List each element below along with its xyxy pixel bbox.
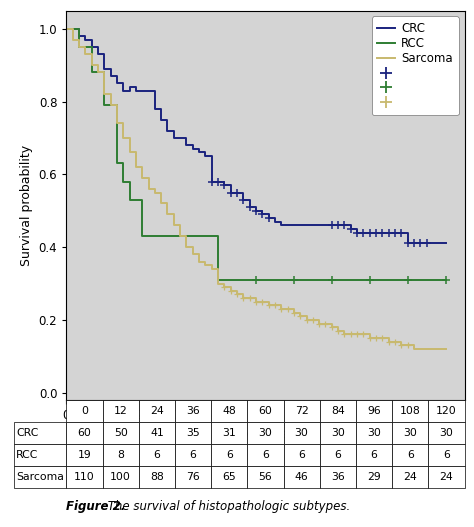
Point — [391, 228, 399, 237]
Point — [271, 301, 279, 309]
Point — [277, 305, 285, 313]
Point — [379, 228, 386, 237]
Point — [227, 287, 235, 295]
Point — [303, 316, 310, 324]
Point — [417, 239, 424, 248]
Point — [214, 178, 222, 186]
Point — [284, 305, 292, 313]
Point — [296, 312, 304, 320]
Point — [208, 178, 216, 186]
Point — [404, 239, 411, 248]
Point — [328, 221, 336, 230]
Point — [220, 283, 228, 291]
Point — [366, 276, 374, 284]
Point — [353, 330, 361, 339]
Point — [233, 290, 241, 299]
Point — [265, 214, 273, 222]
Point — [442, 276, 449, 284]
Point — [290, 276, 298, 284]
Point — [347, 225, 355, 233]
Point — [347, 330, 355, 339]
Point — [227, 188, 235, 197]
Point — [252, 276, 260, 284]
Point — [353, 228, 361, 237]
Point — [246, 294, 254, 302]
Point — [385, 228, 392, 237]
Point — [366, 334, 374, 343]
Point — [322, 319, 329, 328]
Point — [404, 276, 411, 284]
Text: The survival of histopathologic subtypes.: The survival of histopathologic subtypes… — [104, 500, 350, 513]
Point — [398, 341, 405, 349]
Point — [334, 221, 342, 230]
Point — [258, 298, 266, 306]
Point — [258, 210, 266, 219]
Legend: CRC, RCC, Sarcoma, , , : CRC, RCC, Sarcoma, , , — [372, 16, 459, 115]
Point — [220, 181, 228, 190]
Point — [341, 221, 348, 230]
Point — [410, 239, 418, 248]
Point — [315, 319, 323, 328]
Point — [404, 341, 411, 349]
Point — [328, 276, 336, 284]
Point — [290, 308, 298, 317]
Point — [334, 327, 342, 335]
Point — [341, 330, 348, 339]
Point — [265, 301, 273, 309]
X-axis label: Months: Months — [243, 427, 288, 441]
Point — [360, 228, 367, 237]
Point — [246, 203, 254, 211]
Point — [239, 196, 247, 204]
Point — [360, 330, 367, 339]
Point — [252, 207, 260, 215]
Point — [372, 228, 380, 237]
Point — [398, 228, 405, 237]
Point — [372, 334, 380, 343]
Point — [423, 239, 430, 248]
Point — [379, 334, 386, 343]
Point — [328, 323, 336, 331]
Point — [385, 338, 392, 346]
Point — [233, 188, 241, 197]
Point — [391, 338, 399, 346]
Point — [239, 294, 247, 302]
Text: Figure 2.: Figure 2. — [66, 500, 126, 513]
Y-axis label: Survival probability: Survival probability — [20, 145, 33, 266]
Point — [252, 298, 260, 306]
Point — [366, 228, 374, 237]
Point — [309, 316, 317, 324]
